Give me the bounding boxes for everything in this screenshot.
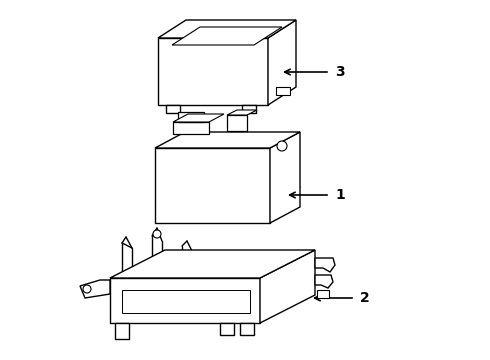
Polygon shape [158, 38, 268, 105]
Polygon shape [158, 20, 296, 38]
Circle shape [277, 141, 287, 151]
Circle shape [153, 230, 161, 238]
Polygon shape [242, 105, 256, 113]
Polygon shape [315, 275, 333, 288]
Polygon shape [227, 110, 257, 115]
Polygon shape [220, 323, 234, 335]
Polygon shape [172, 27, 282, 45]
Text: 1: 1 [335, 188, 345, 202]
Polygon shape [227, 115, 247, 131]
Polygon shape [268, 20, 296, 105]
Polygon shape [166, 105, 180, 113]
Polygon shape [276, 87, 290, 95]
Polygon shape [110, 278, 260, 323]
Circle shape [83, 285, 91, 293]
Polygon shape [110, 250, 315, 278]
Polygon shape [260, 250, 315, 323]
Polygon shape [80, 280, 110, 298]
Text: 3: 3 [335, 65, 344, 79]
Polygon shape [317, 290, 329, 298]
Polygon shape [115, 323, 129, 339]
Polygon shape [155, 132, 300, 148]
Polygon shape [173, 114, 224, 122]
Polygon shape [315, 258, 335, 272]
Polygon shape [270, 132, 300, 223]
Polygon shape [240, 323, 254, 335]
Text: 2: 2 [360, 291, 370, 305]
Polygon shape [155, 148, 270, 223]
Polygon shape [173, 122, 209, 134]
Polygon shape [178, 112, 204, 122]
Polygon shape [122, 290, 250, 313]
